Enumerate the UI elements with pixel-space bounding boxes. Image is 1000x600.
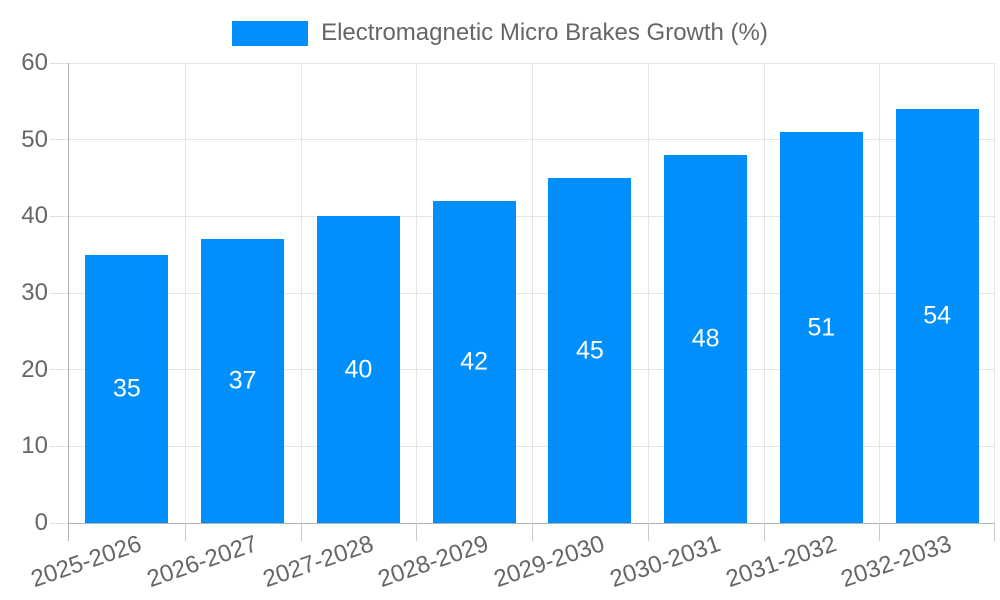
y-axis-labels: 0 10 20 30 40 50 60 xyxy=(0,51,48,535)
y-tick xyxy=(50,139,68,141)
y-axis-tick-label: 10 xyxy=(21,432,48,460)
x-tick xyxy=(416,523,418,541)
x-axis-tick-label: 2026-2027 xyxy=(143,530,261,594)
bar-value-label: 40 xyxy=(344,355,373,384)
x-tick xyxy=(68,523,69,541)
y-tick xyxy=(50,62,68,64)
bar-value-label: 42 xyxy=(460,347,489,376)
x-axis-tick-label: 2031-2032 xyxy=(722,530,840,594)
x-tick xyxy=(184,523,186,541)
bar[interactable]: 40 xyxy=(316,216,400,523)
bar[interactable]: 54 xyxy=(895,109,979,523)
gridline-v xyxy=(184,63,186,523)
bar[interactable]: 35 xyxy=(85,254,169,523)
chart-legend[interactable]: Electromagnetic Micro Brakes Growth (%) xyxy=(0,19,1000,47)
bar[interactable]: 51 xyxy=(779,132,863,523)
bar[interactable]: 37 xyxy=(201,239,285,523)
x-axis-tick-label: 2028-2029 xyxy=(374,530,493,594)
y-axis-tick-label: 50 xyxy=(21,125,48,153)
y-tick xyxy=(50,522,68,524)
bar-value-label: 37 xyxy=(228,366,257,395)
x-tick xyxy=(879,523,881,541)
gridline-v xyxy=(879,63,881,523)
gridline-v xyxy=(647,63,649,523)
bar[interactable]: 42 xyxy=(432,201,516,523)
gridline-v xyxy=(763,63,765,523)
x-axis-labels: 2025-2026 2026-2027 2027-2028 2028-2029 2029… xyxy=(28,524,995,600)
gridline-v xyxy=(994,63,995,523)
bar-value-label: 35 xyxy=(112,374,141,403)
x-axis-tick-label: 2027-2028 xyxy=(259,530,377,594)
gridline-v xyxy=(532,63,533,523)
x-tick xyxy=(763,523,765,541)
y-tick xyxy=(50,215,68,217)
y-tick xyxy=(50,445,68,447)
x-axis-tick-label: 2030-2031 xyxy=(606,530,724,594)
y-axis-tick-label: 0 xyxy=(34,509,48,536)
y-axis-tick-label: 40 xyxy=(21,202,48,230)
x-tick xyxy=(532,523,533,541)
legend-swatch xyxy=(232,20,309,46)
x-tick xyxy=(300,523,302,541)
gridline-v xyxy=(300,63,302,523)
x-axis-tick-label: 2029-2030 xyxy=(490,530,609,594)
x-tick xyxy=(647,523,649,541)
bar-value-label: 51 xyxy=(807,313,836,341)
legend-label: Electromagnetic Micro Brakes Growth (%) xyxy=(321,19,768,46)
bar[interactable]: 48 xyxy=(664,155,748,523)
x-tick xyxy=(994,523,995,541)
bar-value-label: 45 xyxy=(575,336,604,364)
x-axis-tick-label: 2025-2026 xyxy=(27,530,146,594)
gridline-v xyxy=(416,63,418,523)
bar-value-label: 54 xyxy=(923,301,952,330)
plot-area: 35 37 40 42 45 48 51 54 xyxy=(50,62,995,541)
bar-value-label: 48 xyxy=(691,324,720,353)
bar[interactable]: 45 xyxy=(548,178,632,523)
x-axis-tick-label: 2032-2033 xyxy=(837,530,956,594)
y-axis-tick-label: 60 xyxy=(21,49,48,76)
y-tick xyxy=(50,369,68,371)
y-axis-tick-label: 30 xyxy=(21,279,48,306)
y-axis-tick-label: 20 xyxy=(21,355,48,383)
y-tick xyxy=(50,292,68,294)
